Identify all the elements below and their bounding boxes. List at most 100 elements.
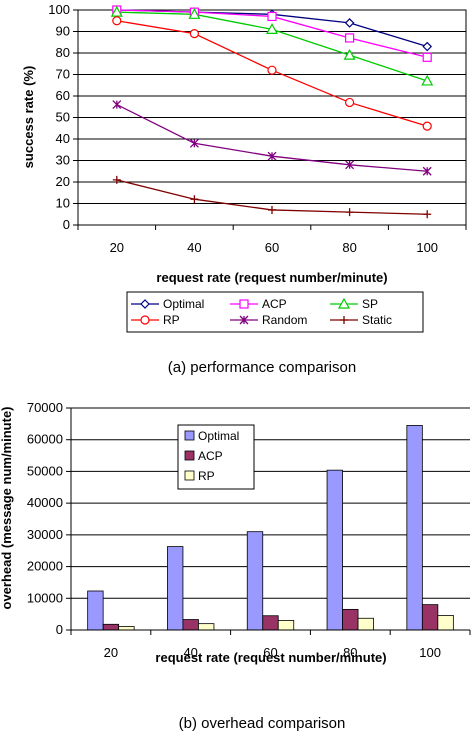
x-axis-title-a: request rate (request number/minute) <box>156 270 387 285</box>
bar-rp <box>198 623 215 631</box>
point-sp <box>343 48 356 60</box>
caption-a: (a) performance comparison <box>168 359 356 376</box>
bar-optimal <box>406 425 423 631</box>
bar-acp <box>102 623 120 631</box>
y-tick-label-a: 0 <box>63 217 70 232</box>
y-tick-label-b: 10000 <box>27 590 63 605</box>
x-tick-label-b: 80 <box>343 645 357 660</box>
point-sp <box>421 74 434 86</box>
legend-swatch-rp <box>184 470 195 481</box>
y-tick-label-a: 40 <box>56 131 70 146</box>
legend-marker-static <box>340 316 348 324</box>
legend-label-sp: SP <box>362 297 378 311</box>
legend-label-acp: ACP <box>198 449 223 463</box>
caption-b: (b) overhead comparison <box>179 715 346 732</box>
x-tick-label-b: 40 <box>183 645 197 660</box>
y-tick-label-b: 20000 <box>27 559 63 574</box>
y-tick-label-b: 30000 <box>27 527 63 542</box>
legend-label-optimal: Optimal <box>198 429 239 443</box>
point-random <box>422 166 432 176</box>
y-tick-label-b: 60000 <box>27 432 63 447</box>
x-tick-label-a: 40 <box>187 240 201 255</box>
bar-acp <box>342 608 359 631</box>
legend-marker-rp <box>140 315 150 325</box>
legend-a: Optimal ACP SP RP Random Static <box>126 291 424 333</box>
legend-marker-acp <box>239 299 249 309</box>
bar-optimal <box>326 469 343 631</box>
bar-optimal <box>87 590 104 631</box>
bar-rp <box>277 620 295 631</box>
bar-acp <box>182 619 199 631</box>
y-tick-label-a: 20 <box>56 174 70 189</box>
y-tick-label-a: 60 <box>56 88 70 103</box>
point-static <box>112 175 121 184</box>
x-tick-label-b: 100 <box>419 645 441 660</box>
point-rp <box>345 97 355 108</box>
performance-chart: 0 10 20 30 40 50 60 70 80 90 100 20 40 60 80 100 reque… <box>21 2 467 376</box>
point-sp <box>110 5 123 17</box>
legend-label-static: Static <box>362 313 392 327</box>
x-tick-label-a: 80 <box>342 240 356 255</box>
point-rp <box>112 16 122 26</box>
y-tick-label-b: 40000 <box>27 495 63 510</box>
y-tick-label-a: 90 <box>56 24 70 39</box>
y-tick-label-a: 50 <box>56 110 70 125</box>
x-axis-title-b: request rate (request number/minute) <box>155 650 386 665</box>
point-optimal <box>344 18 355 28</box>
bar-optimal <box>246 531 264 631</box>
point-acp <box>345 33 355 43</box>
legend-label-acp: ACP <box>262 297 287 311</box>
y-tick-label-a: 10 <box>56 196 70 211</box>
legend-box-a <box>126 291 424 333</box>
y-tick-label-a: 30 <box>56 153 70 168</box>
legend-swatch-acp <box>184 450 195 461</box>
legend-label-rp: RP <box>163 313 180 327</box>
bar-rp <box>357 617 374 631</box>
point-static <box>190 195 199 204</box>
y-tick-label-b: 50000 <box>27 463 63 478</box>
point-acp <box>267 11 277 22</box>
point-random <box>345 160 355 170</box>
bar-optimal <box>167 546 184 631</box>
y-axis-title-b: overhead (message num/minute) <box>0 407 14 610</box>
x-tick-label-b: 20 <box>104 645 118 660</box>
bar-acp <box>262 615 279 631</box>
point-optimal <box>422 41 433 52</box>
y-tick-label-b: 70000 <box>27 400 63 415</box>
legend-b: Optimal ACP RP <box>177 424 255 490</box>
point-rp <box>189 29 199 39</box>
legend-marker-random <box>239 315 249 325</box>
point-sp <box>265 23 279 34</box>
y-tick-label-b: 0 <box>56 622 63 637</box>
y-axis-title-a: success rate (%) <box>21 66 36 169</box>
point-random <box>112 100 122 110</box>
legend-label-random: Random <box>262 313 307 327</box>
x-tick-label-a: 20 <box>110 240 124 255</box>
point-rp <box>422 121 432 131</box>
legend-marker-optimal <box>140 299 150 309</box>
legend-label-optimal: Optimal <box>163 297 204 311</box>
y-tick-label-a: 70 <box>56 67 70 82</box>
point-static <box>423 210 432 219</box>
point-random <box>189 138 199 148</box>
point-sp <box>188 8 201 19</box>
x-tick-label-b: 60 <box>263 645 277 660</box>
x-tick-label-a: 60 <box>265 240 279 255</box>
point-rp <box>267 65 277 75</box>
x-tick-label-a: 100 <box>416 240 438 255</box>
overhead-chart: 0 10000 20000 30000 40000 50000 60000 70000 20 4… <box>0 400 471 732</box>
bar-rp <box>118 626 135 631</box>
y-tick-label-a: 80 <box>56 45 70 60</box>
y-tick-label-a: 100 <box>48 2 70 17</box>
legend-swatch-optimal <box>184 430 195 441</box>
series-line-random <box>116 104 428 172</box>
point-static <box>268 205 276 214</box>
legend-label-rp: RP <box>198 469 215 483</box>
bar-acp <box>421 604 439 631</box>
point-acp <box>422 52 432 62</box>
legend-marker-sp <box>337 297 351 309</box>
point-static <box>345 208 354 217</box>
point-random <box>267 151 277 161</box>
bar-rp <box>437 615 454 631</box>
